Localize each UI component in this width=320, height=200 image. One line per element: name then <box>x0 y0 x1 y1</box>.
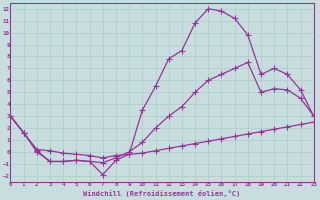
X-axis label: Windchill (Refroidissement éolien,°C): Windchill (Refroidissement éolien,°C) <box>84 190 241 197</box>
